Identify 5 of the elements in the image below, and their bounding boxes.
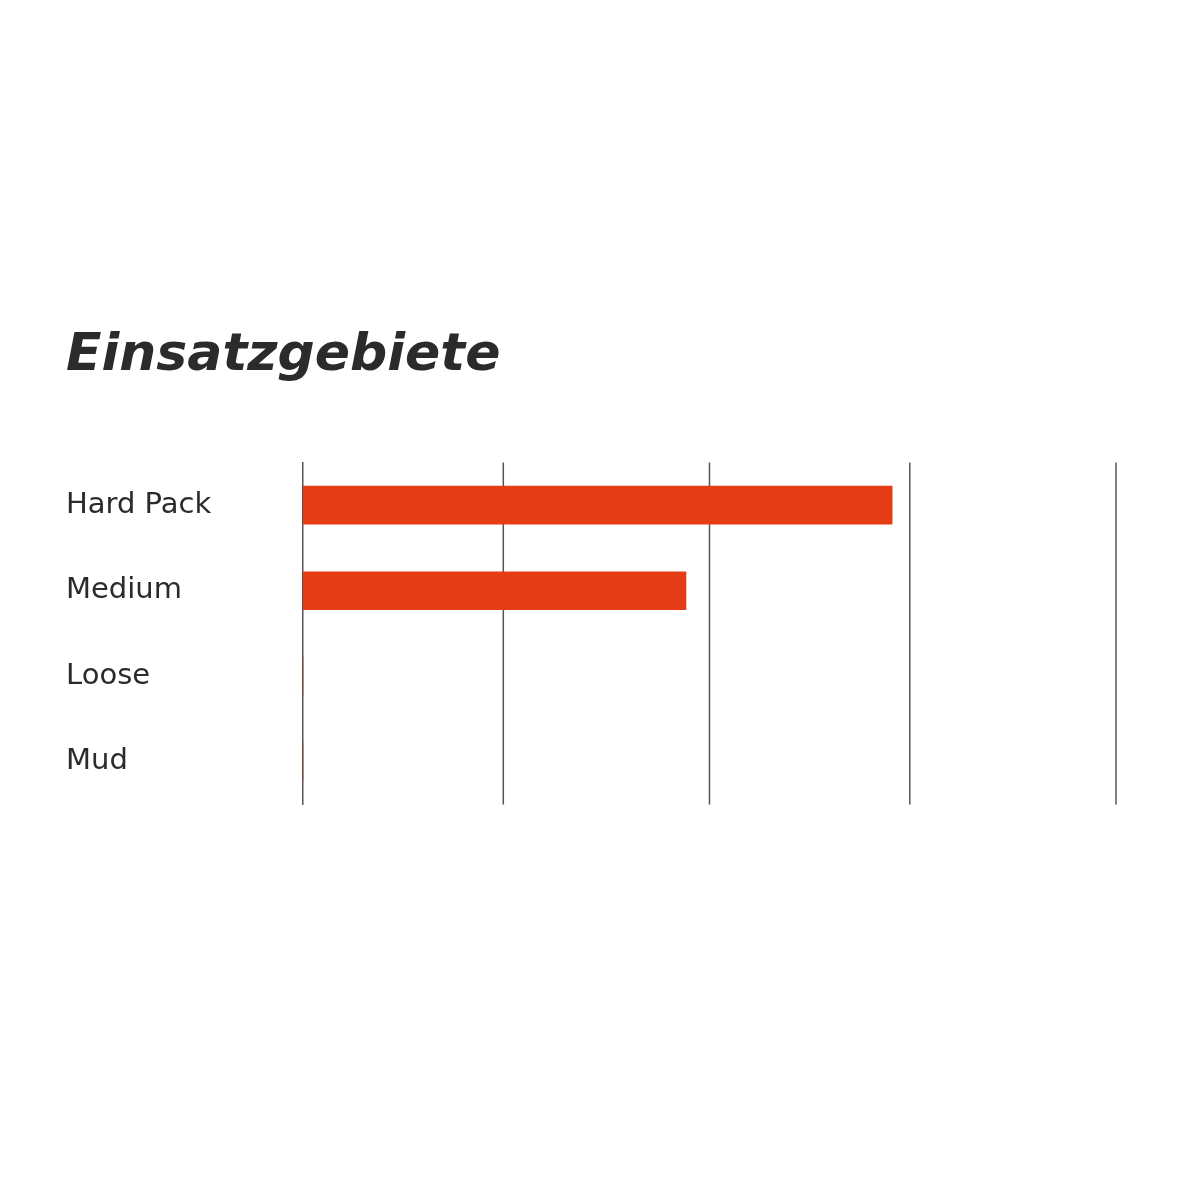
chart-title: Einsatzgebiete [66,322,501,382]
y-tick-label: Medium [66,571,182,606]
y-tick-label: Loose [66,656,151,691]
y-tick-label: Mud [66,742,128,777]
y-tick-label: Hard Pack [66,485,212,520]
